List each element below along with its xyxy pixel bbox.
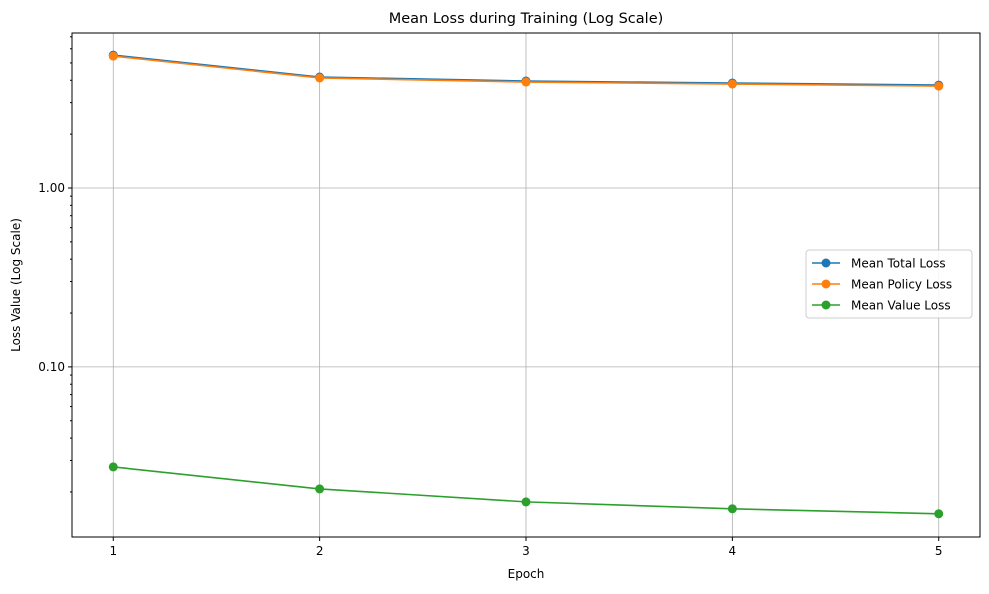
data-point (521, 77, 531, 87)
series-mean-value-loss (108, 462, 944, 519)
plot-frame (71, 32, 981, 538)
chart-title: Mean Loss during Training (Log Scale) (389, 11, 664, 27)
data-point (315, 73, 325, 83)
legend-marker (821, 300, 831, 310)
legend-marker (821, 258, 831, 268)
x-axis-label: Epoch (508, 567, 545, 581)
legend-marker (821, 279, 831, 289)
data-point (727, 79, 737, 89)
legend-label: Mean Value Loss (851, 299, 951, 313)
series-mean-policy-loss (108, 51, 944, 91)
y-axis-label: Loss Value (Log Scale) (9, 218, 23, 352)
data-point (108, 51, 118, 61)
x-tick-label: 4 (729, 544, 737, 558)
legend-label: Mean Total Loss (851, 257, 946, 271)
x-tick-label: 2 (316, 544, 324, 558)
legend: Mean Total Loss Mean Policy Loss Mean Valu… (805, 249, 973, 319)
x-tick-label: 5 (935, 544, 943, 558)
data-point (934, 509, 944, 519)
data-point (108, 462, 118, 472)
x-tick-label: 1 (109, 544, 117, 558)
legend-label: Mean Policy Loss (851, 278, 952, 292)
y-tick-label: 1.00 (38, 181, 65, 195)
data-point (934, 81, 944, 91)
data-point (315, 484, 325, 494)
y-tick-label: 0.10 (38, 360, 65, 374)
legend-box (805, 249, 973, 319)
data-point (521, 497, 531, 507)
x-tick-label: 3 (522, 544, 530, 558)
data-point (727, 504, 737, 514)
